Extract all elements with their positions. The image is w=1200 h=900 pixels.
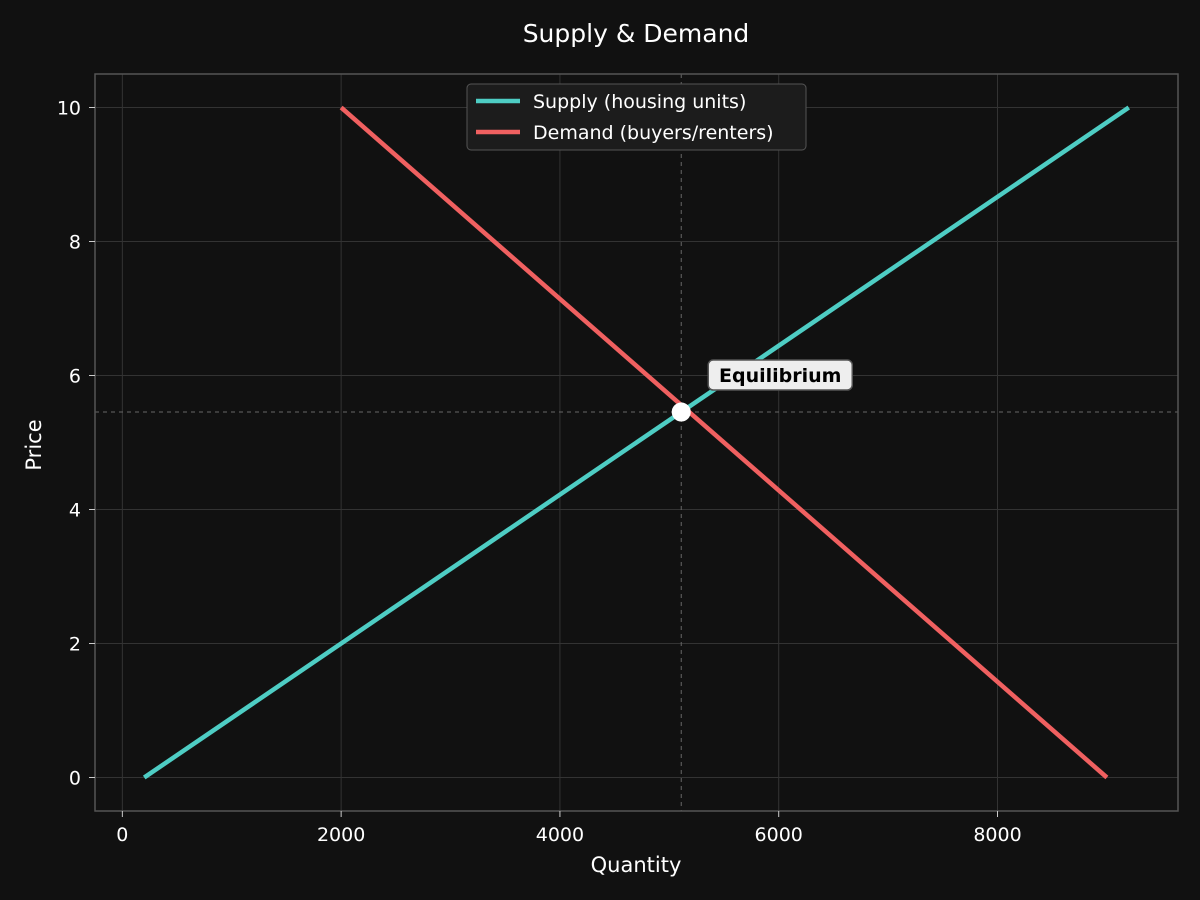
y-axis-ticks: 0 2 4 6 8 10	[57, 98, 95, 790]
chart-title: Supply & Demand	[523, 19, 750, 48]
legend-entry-label: Demand (buyers/renters)	[533, 122, 774, 144]
legend: Supply (housing units) Demand (buyers/ren…	[466, 83, 807, 151]
y-tick-label: 8	[69, 232, 81, 254]
y-tick-label: 6	[69, 366, 81, 388]
series-layer	[142, 105, 1131, 780]
supply-line	[142, 105, 1131, 780]
equilibrium-label: Equilibrium	[719, 365, 841, 387]
plot-frame	[94, 73, 1179, 812]
x-tick-label: 2000	[317, 824, 365, 846]
legend-box	[466, 83, 807, 151]
x-tick-label: 4000	[536, 824, 584, 846]
equilibrium-point	[671, 402, 691, 422]
x-tick-label: 8000	[973, 824, 1021, 846]
x-axis-title: Quantity	[591, 853, 682, 877]
equilibrium-label-box	[707, 359, 853, 391]
legend-entry-label: Supply (housing units)	[533, 91, 746, 113]
x-tick-label: 6000	[755, 824, 803, 846]
y-tick-label: 2	[69, 634, 81, 656]
equilibrium-guides	[95, 74, 1178, 811]
y-tick-label: 4	[69, 500, 81, 522]
y-tick-label: 0	[69, 768, 81, 790]
y-tick-label: 10	[57, 98, 81, 120]
y-axis-title: Price	[22, 419, 46, 470]
demand-line	[339, 105, 1109, 780]
x-tick-label: 0	[116, 824, 128, 846]
equilibrium-layer: Equilibrium	[671, 359, 853, 422]
x-axis-ticks: 0 2000 4000 6000 8000	[116, 811, 1022, 846]
